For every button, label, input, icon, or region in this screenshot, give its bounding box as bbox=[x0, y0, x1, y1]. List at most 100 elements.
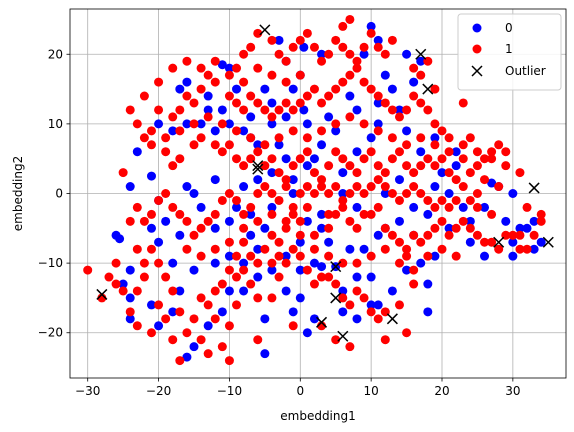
data-point-1 bbox=[260, 182, 270, 192]
data-point-1 bbox=[380, 223, 390, 233]
data-point-0 bbox=[380, 189, 390, 198]
data-point-1 bbox=[373, 42, 383, 52]
data-point-0 bbox=[409, 77, 419, 87]
data-point-1 bbox=[182, 216, 192, 226]
data-point-1 bbox=[139, 133, 149, 143]
data-point-0 bbox=[161, 216, 171, 226]
data-point-0 bbox=[317, 49, 327, 59]
data-point-0 bbox=[260, 84, 270, 94]
data-point-1 bbox=[409, 91, 419, 101]
data-point-1 bbox=[239, 161, 249, 171]
data-point-1 bbox=[125, 216, 135, 226]
data-point-0 bbox=[402, 265, 412, 275]
data-point-0 bbox=[125, 293, 135, 303]
data-point-1 bbox=[472, 202, 482, 212]
data-point-1 bbox=[430, 202, 440, 212]
data-point-0 bbox=[146, 171, 156, 181]
data-point-1 bbox=[168, 63, 178, 73]
data-point-1 bbox=[416, 70, 426, 80]
data-point-1 bbox=[111, 258, 121, 268]
data-point-1 bbox=[302, 182, 312, 192]
data-point-1 bbox=[536, 209, 546, 219]
data-point-1 bbox=[317, 175, 327, 185]
data-point-1 bbox=[146, 209, 156, 219]
data-point-1 bbox=[309, 84, 319, 94]
data-point-1 bbox=[387, 35, 397, 45]
data-point-1 bbox=[402, 161, 412, 171]
data-point-1 bbox=[373, 314, 383, 324]
data-point-1 bbox=[203, 70, 213, 80]
data-point-1 bbox=[338, 21, 348, 31]
data-point-1 bbox=[260, 140, 270, 150]
data-point-1 bbox=[246, 251, 256, 261]
data-point-0 bbox=[168, 258, 178, 268]
data-point-1 bbox=[246, 279, 256, 289]
data-point-1 bbox=[409, 182, 419, 192]
data-point-0 bbox=[338, 189, 348, 198]
data-point-0 bbox=[281, 251, 291, 261]
data-point-0 bbox=[182, 77, 192, 87]
data-point-0 bbox=[224, 286, 234, 296]
data-point-1 bbox=[423, 251, 433, 261]
data-point-1 bbox=[394, 258, 404, 268]
data-point-1 bbox=[217, 195, 227, 205]
data-point-1 bbox=[465, 195, 475, 205]
data-point-1 bbox=[175, 105, 185, 115]
data-point-1 bbox=[203, 112, 213, 122]
data-point-1 bbox=[217, 279, 227, 289]
data-point-1 bbox=[239, 49, 249, 59]
data-point-0 bbox=[309, 154, 319, 164]
data-point-0 bbox=[317, 209, 327, 219]
data-point-1 bbox=[260, 105, 270, 115]
data-point-1 bbox=[451, 223, 461, 233]
data-point-0 bbox=[239, 258, 249, 268]
data-point-1 bbox=[253, 216, 263, 226]
data-point-1 bbox=[352, 223, 362, 233]
data-point-1 bbox=[196, 84, 206, 94]
data-point-1 bbox=[324, 251, 334, 261]
data-point-0 bbox=[409, 202, 419, 212]
data-point-1 bbox=[345, 300, 355, 310]
data-point-1 bbox=[154, 195, 164, 205]
data-point-0 bbox=[430, 182, 440, 192]
data-point-1 bbox=[274, 237, 284, 247]
data-point-0 bbox=[281, 154, 291, 164]
data-point-1 bbox=[281, 56, 291, 66]
data-point-1 bbox=[267, 35, 277, 45]
data-point-1 bbox=[139, 272, 149, 282]
data-point-1 bbox=[458, 98, 468, 108]
data-point-0 bbox=[125, 182, 135, 192]
data-point-1 bbox=[451, 175, 461, 185]
data-point-0 bbox=[267, 265, 277, 275]
data-point-1 bbox=[288, 126, 298, 136]
data-point-0 bbox=[465, 216, 475, 226]
y-tick-label: 10 bbox=[48, 117, 63, 131]
data-point-1 bbox=[253, 98, 263, 108]
data-point-0 bbox=[189, 265, 199, 275]
data-point-1 bbox=[437, 195, 447, 205]
data-point-1 bbox=[416, 98, 426, 108]
data-point-1 bbox=[253, 293, 263, 303]
data-point-0 bbox=[295, 265, 305, 275]
data-point-0 bbox=[288, 175, 298, 185]
data-point-1 bbox=[232, 154, 242, 164]
data-point-0 bbox=[288, 189, 298, 198]
data-point-1 bbox=[288, 321, 298, 331]
data-point-1 bbox=[324, 272, 334, 282]
outlier-point bbox=[259, 24, 271, 36]
data-point-1 bbox=[253, 335, 263, 345]
data-point-1 bbox=[430, 161, 440, 171]
data-point-1 bbox=[274, 49, 284, 59]
data-point-1 bbox=[224, 189, 234, 198]
data-point-1 bbox=[494, 182, 504, 192]
data-point-0 bbox=[359, 244, 369, 254]
data-point-1 bbox=[317, 182, 327, 192]
data-point-0 bbox=[299, 105, 309, 115]
data-point-1 bbox=[182, 328, 192, 338]
data-point-0 bbox=[480, 202, 490, 212]
data-point-0 bbox=[146, 223, 156, 233]
outlier-point bbox=[96, 288, 108, 300]
data-point-0 bbox=[203, 91, 213, 101]
data-point-1 bbox=[239, 209, 249, 219]
